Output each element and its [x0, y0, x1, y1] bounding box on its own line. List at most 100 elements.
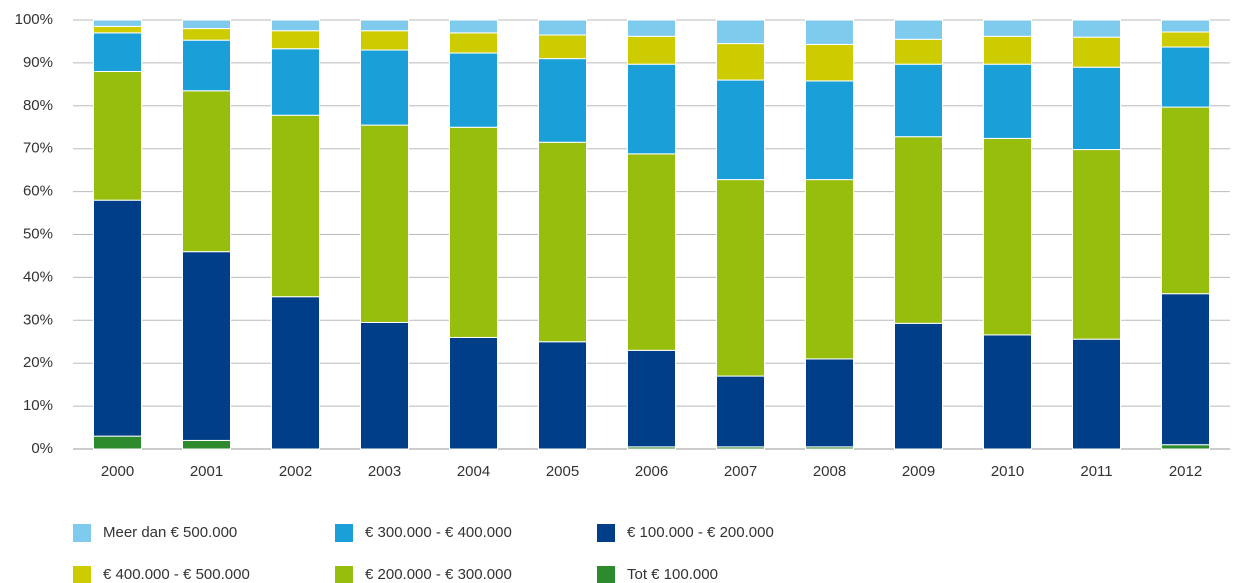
bar-segment — [360, 19, 409, 32]
legend-swatch — [335, 566, 353, 583]
bar-segment — [1072, 19, 1121, 38]
x-tick-label: 2000 — [101, 463, 134, 480]
bar-segment — [271, 48, 320, 116]
bar-segment — [271, 19, 320, 32]
y-tick-label: 30% — [23, 311, 53, 328]
bar-segment — [894, 136, 943, 324]
bar-segment — [627, 153, 676, 351]
x-tick-label: 2011 — [1080, 463, 1112, 480]
bar-segment — [1072, 338, 1121, 450]
bar-segment — [716, 179, 765, 377]
legend-label: € 100.000 - € 200.000 — [627, 524, 774, 541]
bar-segment — [627, 349, 676, 448]
bar-segment — [538, 19, 587, 36]
x-tick-label: 2009 — [902, 463, 935, 480]
bar-segment — [182, 439, 231, 450]
bar-segment — [894, 38, 943, 65]
bar-segment — [449, 336, 498, 450]
bar-segment — [449, 32, 498, 54]
bar-segment — [627, 19, 676, 37]
bar-segment — [271, 296, 320, 450]
y-tick-label: 40% — [23, 268, 53, 285]
bar-segment — [1072, 149, 1121, 340]
bar-segment — [1072, 66, 1121, 151]
x-tick-label: 2007 — [724, 463, 757, 480]
bar-segment — [716, 43, 765, 81]
bar-segment — [449, 126, 498, 338]
y-tick-label: 70% — [23, 140, 53, 157]
bar-segment — [805, 19, 854, 45]
bar-segment — [1161, 46, 1210, 108]
x-tick-label: 2002 — [279, 463, 312, 480]
bar-segment — [805, 80, 854, 181]
bar-segment — [538, 34, 587, 60]
x-tick-label: 2012 — [1169, 463, 1202, 480]
x-tick-label: 2004 — [457, 463, 490, 480]
bar-segment — [360, 321, 409, 450]
bar-segment — [182, 39, 231, 92]
y-tick-label: 60% — [23, 183, 53, 200]
bar-segment — [182, 251, 231, 441]
bar-segment — [360, 30, 409, 51]
x-tick-label: 2003 — [368, 463, 401, 480]
bar-segment — [538, 58, 587, 143]
bar-segment — [93, 435, 142, 450]
bar-segment — [716, 375, 765, 448]
y-tick-label: 50% — [23, 225, 53, 242]
y-tick-label: 100% — [15, 11, 53, 28]
bar-segment — [1161, 19, 1210, 33]
bar-segment — [983, 334, 1032, 450]
bar-segment — [627, 63, 676, 155]
bar-segment — [93, 19, 142, 27]
bar-segment — [1161, 106, 1210, 295]
legend-swatch — [73, 524, 91, 542]
bar-segment — [716, 19, 765, 45]
bar-segment — [93, 199, 142, 437]
x-tick-label: 2008 — [813, 463, 846, 480]
x-tick-label: 2005 — [546, 463, 579, 480]
bar-segment — [983, 137, 1032, 336]
y-tick-label: 90% — [23, 54, 53, 71]
bar-segment — [983, 19, 1032, 37]
bar-segment — [1072, 36, 1121, 68]
bar-segment — [538, 341, 587, 450]
legend-swatch — [597, 566, 615, 583]
legend-label: € 300.000 - € 400.000 — [365, 524, 512, 541]
bar-segment — [360, 124, 409, 323]
bar-segment — [271, 114, 320, 298]
bar-segment — [93, 70, 142, 201]
legend-label: € 200.000 - € 300.000 — [365, 566, 512, 583]
bar-segment — [805, 43, 854, 82]
legend-label: Meer dan € 500.000 — [103, 524, 237, 541]
x-tick-label: 2001 — [190, 463, 223, 480]
bar-segment — [93, 32, 142, 72]
legend-swatch — [335, 524, 353, 542]
bar-segment — [182, 28, 231, 41]
bar-segment — [805, 179, 854, 360]
bar-segment — [182, 19, 231, 30]
x-tick-label: 2010 — [991, 463, 1024, 480]
y-tick-label: 20% — [23, 354, 53, 371]
y-tick-label: 10% — [23, 397, 53, 414]
bar-segment — [360, 49, 409, 126]
bar-segment — [538, 141, 587, 343]
y-tick-label: 80% — [23, 97, 53, 114]
legend-label: € 400.000 - € 500.000 — [103, 566, 250, 583]
legend-swatch — [597, 524, 615, 542]
legend-label: Tot € 100.000 — [627, 566, 718, 583]
bar-segment — [1161, 293, 1210, 446]
y-tick-label: 0% — [31, 440, 53, 457]
bar-segment — [271, 30, 320, 50]
bar-segment — [1161, 31, 1210, 48]
bar-segment — [449, 19, 498, 34]
bar-segment — [1161, 444, 1210, 450]
bar-segment — [627, 35, 676, 65]
bar-segment — [894, 63, 943, 138]
bar-segment — [716, 79, 765, 181]
bar-segment — [983, 35, 1032, 65]
legend-swatch — [73, 566, 91, 583]
x-tick-label: 2006 — [635, 463, 668, 480]
bar-segment — [983, 63, 1032, 139]
bar-segment — [805, 358, 854, 448]
